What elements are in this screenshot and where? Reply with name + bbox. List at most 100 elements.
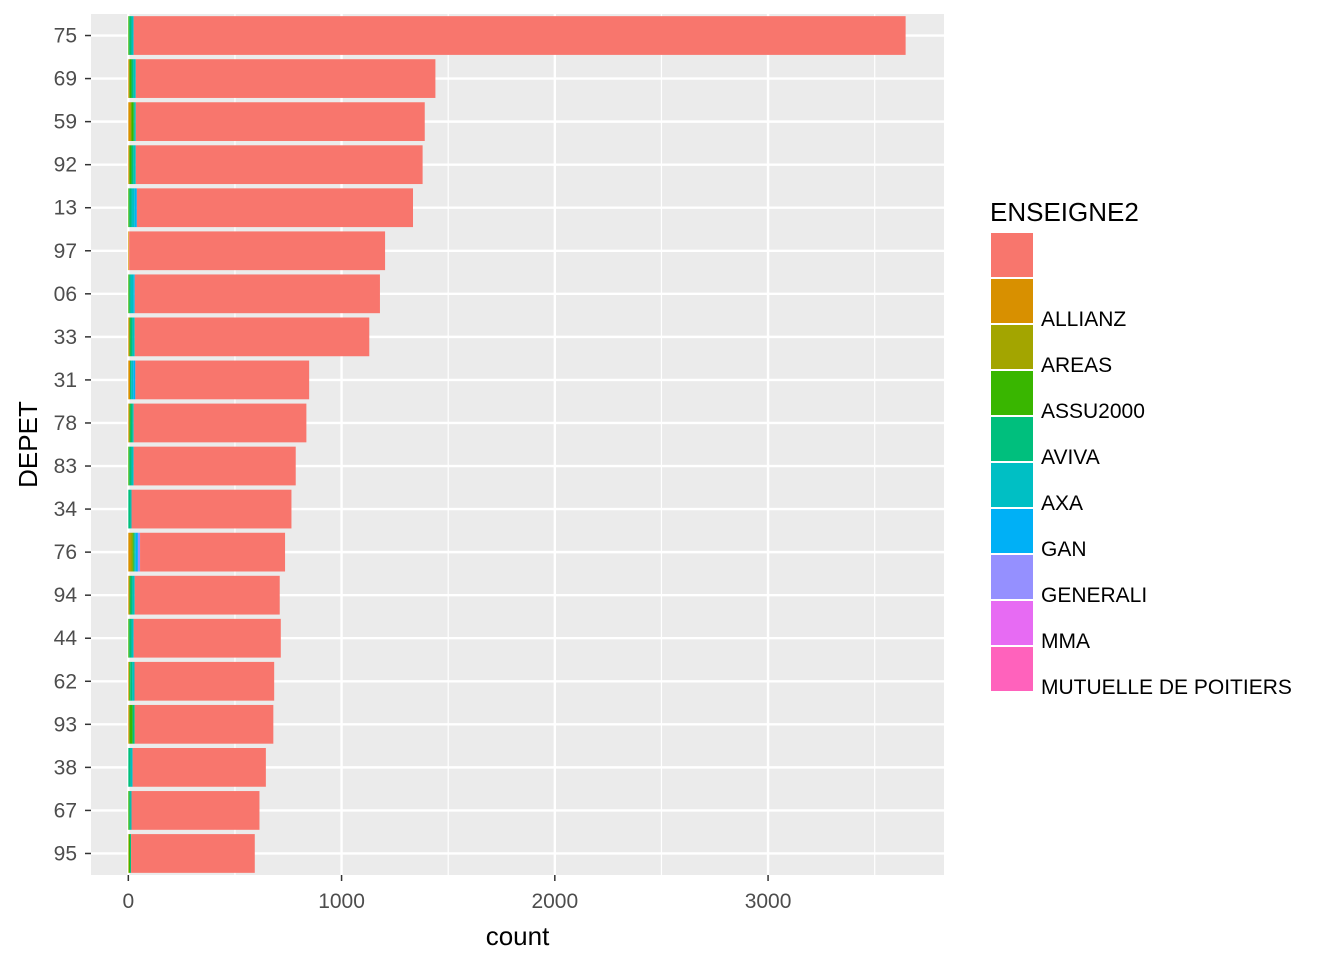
bar-segment [128, 446, 130, 486]
bar-segment [131, 360, 134, 400]
bar-segment [132, 748, 266, 787]
y-tick-label: 13 [54, 197, 77, 220]
bar-segment [129, 16, 132, 55]
y-tick-label: 33 [54, 326, 77, 349]
y-tick-label: 83 [54, 455, 77, 478]
legend-label: AVIVA [1041, 446, 1100, 469]
bar-segment [134, 661, 275, 701]
bar-segment [131, 102, 134, 141]
bar-segment [130, 317, 133, 357]
bar-segment [131, 16, 134, 55]
bar-segment [128, 274, 130, 314]
legend-label: MUTUELLE DE POITIERS [1041, 676, 1292, 699]
bar-segment [133, 618, 281, 658]
legend-key [991, 417, 1033, 461]
legend-key [991, 279, 1033, 323]
legend: ENSEIGNE2 ALLIANZ AREAS ASSU2000 AVIVA AXA GA… [990, 197, 1292, 699]
bar-segment [129, 704, 133, 744]
y-tick-label: 67 [54, 799, 77, 822]
y-tick-label: 97 [54, 240, 77, 263]
bar-segment [128, 360, 131, 400]
bar-segment [130, 575, 133, 615]
y-tick-label: 06 [54, 283, 77, 306]
y-tick-label: 75 [54, 25, 77, 48]
y-tick-label: 69 [54, 68, 77, 91]
y-tick-label: 31 [54, 369, 77, 392]
legend-key [991, 509, 1033, 553]
bar-segment [129, 791, 131, 830]
legend-label: GAN [1041, 538, 1087, 561]
bar-segment [135, 59, 436, 98]
bar-segment [131, 834, 255, 873]
bar-segment [136, 188, 414, 228]
bar-segment [130, 661, 133, 701]
bar-segment [132, 532, 134, 572]
bar-segment [132, 317, 135, 357]
y-axis: 75 69 59 92 13 97 06 33 31 78 83 34 76 94 44 62 93 38 67 95 [54, 25, 91, 865]
bar-segment [129, 317, 131, 357]
legend-label: MMA [1041, 630, 1090, 653]
bar-segment [128, 661, 130, 701]
legend-key [991, 371, 1033, 415]
bar-segment [135, 532, 138, 572]
bar-segment [134, 575, 280, 615]
bar-segment [130, 102, 132, 141]
legend-key [991, 233, 1033, 277]
bar-segment [130, 489, 132, 529]
y-tick-label: 94 [54, 584, 78, 607]
y-tick-label: 93 [54, 713, 77, 736]
bar-segment [131, 791, 260, 830]
bar-segment [129, 575, 131, 615]
legend-key [991, 601, 1033, 645]
x-tick-label: 2000 [531, 890, 578, 913]
bar-segment [132, 403, 134, 443]
bar-segment [131, 59, 134, 98]
legend-label: AXA [1041, 492, 1083, 515]
bar-segment [128, 748, 131, 787]
bar-segment [128, 16, 130, 55]
bar-segment [129, 403, 131, 443]
y-tick-label: 38 [54, 756, 77, 779]
bar-segment [135, 360, 310, 400]
bar-segment [128, 231, 130, 271]
bar-segment [128, 59, 130, 98]
bar-segment [128, 403, 130, 443]
bar-segment [129, 274, 131, 314]
bar-segment [131, 618, 134, 658]
bar-segment [130, 834, 132, 873]
bar-segment [132, 575, 135, 615]
legend-label: ALLIANZ [1041, 308, 1126, 331]
bar-segment [130, 791, 132, 830]
bar-segment [128, 317, 130, 357]
bar-segment [134, 317, 370, 357]
bar-segment [130, 532, 133, 572]
legend-key [991, 555, 1033, 599]
bar-segment [134, 704, 274, 744]
legend-label: GENERALI [1041, 584, 1147, 607]
legend-label: AREAS [1041, 354, 1112, 377]
legend-label: ASSU2000 [1041, 400, 1145, 423]
bar-segment [133, 446, 296, 486]
bar-segment [134, 188, 137, 228]
bar-segment [131, 188, 135, 228]
bar-segment [134, 532, 136, 572]
legend-key [991, 463, 1033, 507]
bar-segment [135, 102, 425, 141]
bar-segment [128, 791, 130, 830]
bar-segment [131, 145, 134, 185]
bar-segment [129, 661, 131, 701]
bar-segment [133, 16, 906, 55]
x-axis: 0 1000 2000 3000 [122, 875, 791, 913]
bar-segment [128, 704, 130, 744]
x-tick-label: 3000 [745, 890, 792, 913]
bar-segment [132, 704, 135, 744]
x-tick-label: 1000 [318, 890, 365, 913]
bar-segment [137, 532, 141, 572]
y-tick-label: 95 [54, 842, 77, 865]
x-tick-label: 0 [122, 890, 134, 913]
legend-key [991, 647, 1033, 691]
bar-segment [133, 360, 136, 400]
y-tick-label: 59 [54, 111, 77, 134]
y-tick-label: 34 [54, 498, 78, 521]
bar-segment [128, 145, 130, 185]
